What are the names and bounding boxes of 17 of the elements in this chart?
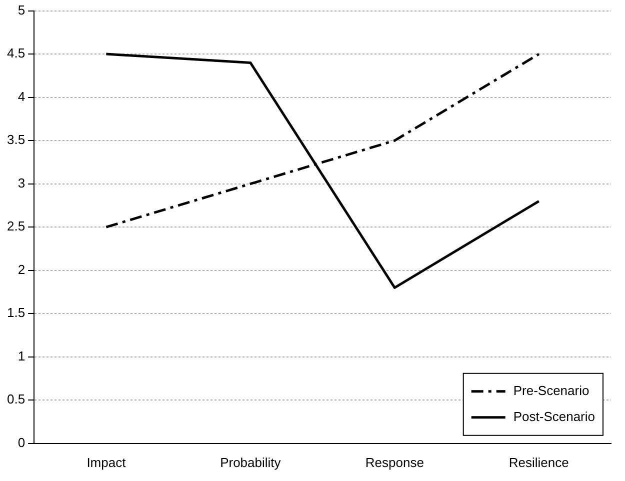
- legend-label: Pre-Scenario: [513, 382, 590, 398]
- legend-label: Post-Scenario: [513, 408, 596, 424]
- y-tick-label: 5: [18, 2, 26, 18]
- x-tick-label: Response: [365, 454, 424, 470]
- x-tick-label: Probability: [220, 454, 282, 470]
- y-tick-label: 1.5: [6, 305, 26, 320]
- y-tick-label: 4: [18, 88, 26, 104]
- y-tick-label: 0.5: [6, 392, 26, 407]
- y-tick-label: 3.5: [6, 132, 26, 148]
- y-tick-label: 3: [18, 175, 26, 190]
- y-tick-label: 2: [18, 262, 26, 277]
- y-tick-label: 2.5: [6, 218, 26, 234]
- x-tick-label: Resilience: [508, 454, 569, 470]
- y-tick-label: 0: [18, 434, 26, 450]
- y-tick-label: 4.5: [6, 46, 26, 61]
- y-tick-label: 1: [18, 348, 26, 364]
- x-tick-label: Impact: [86, 454, 126, 470]
